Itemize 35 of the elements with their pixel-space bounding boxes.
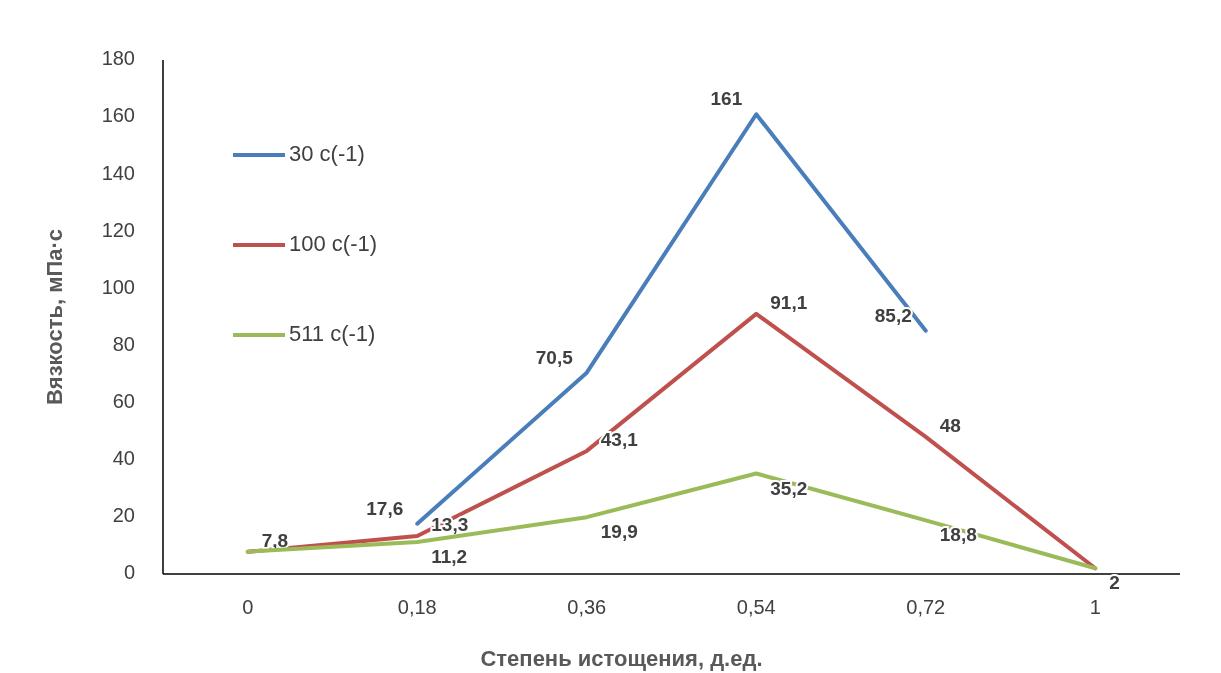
y-tick-label: 0	[123, 561, 135, 584]
y-tick-label: 120	[101, 218, 135, 241]
y-tick-label: 80	[112, 332, 135, 355]
legend-label: 100 с(-1)	[289, 230, 378, 256]
y-tick-label: 160	[101, 104, 135, 127]
x-tick-label: 0,54	[736, 596, 776, 618]
legend-label: 30 с(-1)	[289, 140, 365, 166]
legend-label: 511 с(-1)	[289, 320, 376, 346]
data-label: 48	[939, 414, 961, 436]
x-axis-title: Степень истощения, д.ед.	[480, 646, 763, 671]
data-label: 161	[710, 88, 743, 110]
x-tick-label: 0,18	[397, 596, 437, 618]
data-label: 70,5	[535, 346, 574, 368]
line-series	[245, 471, 1098, 571]
y-tick-label: 20	[112, 504, 135, 527]
x-tick-label: 0	[242, 596, 254, 618]
data-label: 19,9	[600, 521, 638, 543]
data-label: 17,6	[366, 497, 404, 519]
data-label: 43,1	[600, 428, 639, 450]
data-label: 2	[1109, 572, 1120, 594]
y-tick-label: 60	[112, 389, 135, 412]
x-tick-label: 1	[1089, 596, 1101, 618]
x-tick-label: 0,72	[906, 596, 946, 618]
data-label: 85,2	[874, 304, 912, 326]
y-axis-title: Вязкость, мПа·с	[42, 228, 67, 406]
x-tick-label: 0,36	[567, 596, 607, 618]
y-tick-label: 140	[101, 161, 135, 184]
data-label: 35,2	[770, 477, 808, 499]
y-tick-label: 100	[101, 275, 135, 298]
data-label: 18,8	[939, 524, 977, 546]
data-label: 11,2	[431, 546, 468, 568]
y-tick-label: 40	[112, 447, 135, 470]
data-label: 91,1	[770, 291, 808, 313]
y-tick-label: 180	[101, 47, 135, 70]
data-label: 7,8	[261, 529, 289, 551]
